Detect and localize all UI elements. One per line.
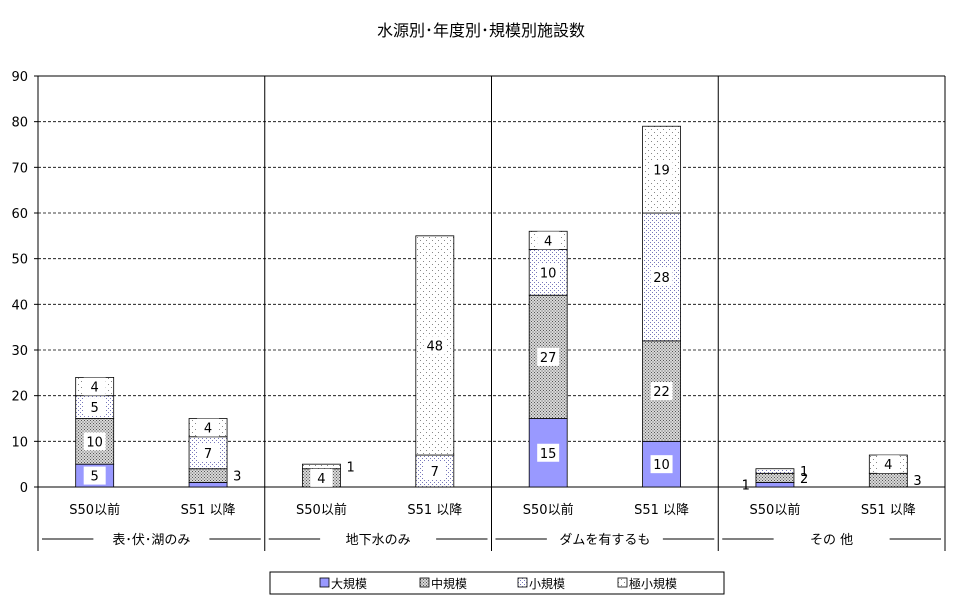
x-category-label: S50以前 [69, 502, 120, 518]
y-tick-label: 50 [11, 253, 28, 268]
legend-swatch [319, 577, 330, 588]
x-category-label: S50以前 [523, 502, 574, 518]
data-label: 5 [91, 470, 99, 485]
bar-segment [755, 468, 795, 474]
x-group-label: 表･伏･湖のみ [112, 533, 190, 548]
data-label: 3 [913, 474, 921, 489]
bar-segment [302, 463, 341, 470]
y-tick-label: 90 [11, 70, 28, 85]
data-label: 4 [317, 472, 325, 487]
data-label: 10 [86, 435, 103, 450]
data-label: 2 [800, 472, 808, 487]
data-label: 3 [233, 470, 241, 485]
y-tick-label: 30 [11, 344, 28, 359]
data-label: 10 [653, 458, 670, 473]
data-label-bg [650, 267, 673, 286]
y-axis-ticks: 0 10 20 30 40 50 60 70 80 90 [11, 70, 38, 496]
data-label: 22 [653, 385, 670, 400]
y-tick-label: 10 [11, 435, 28, 450]
data-label-bg [423, 462, 446, 481]
data-label: 27 [540, 351, 557, 366]
data-label-bg [423, 336, 446, 355]
bar-segment [868, 472, 908, 488]
data-label-bg [537, 263, 560, 282]
legend-label: 大規模 [331, 576, 367, 591]
data-label: 19 [653, 164, 670, 179]
x-category-label: S50以前 [296, 502, 347, 518]
bar-segment [188, 468, 228, 483]
data-label-bg [650, 160, 673, 179]
bar-segment [755, 472, 795, 483]
legend-swatch [419, 577, 430, 588]
x-axis-categories: S50以前 S51 以降 S50以前 S51 以降 S50以前 S51 以降 S50以前 S5… [69, 502, 915, 518]
data-label: 7 [204, 447, 212, 462]
data-label: 28 [653, 271, 670, 286]
data-label: 15 [540, 447, 557, 462]
x-axis-groups: 表･伏･湖のみ 地下水のみ ダムを有するも その 他 [42, 533, 941, 548]
x-category-label: S51 以降 [634, 503, 689, 518]
plot-frame [37, 75, 946, 551]
legend-swatch [517, 577, 528, 588]
data-label: 4 [204, 422, 212, 437]
data-label: 10 [540, 266, 557, 281]
data-label: 1 [346, 460, 354, 475]
data-label-bg [197, 443, 220, 462]
y-tick-label: 0 [20, 481, 28, 496]
data-label-bg [83, 398, 106, 417]
data-label-bg [83, 432, 106, 451]
data-label: 1 [742, 479, 750, 494]
y-tick-label: 70 [11, 161, 28, 176]
data-label: 1 [800, 465, 808, 480]
legend: 大規模 中規模 小規模 極小規模 [269, 571, 725, 595]
x-category-label: S50以前 [750, 502, 801, 518]
data-label-bg [537, 443, 560, 462]
x-group-label: その 他 [810, 533, 853, 548]
data-label-bg [650, 455, 673, 474]
data-label-bg [310, 468, 333, 487]
data-label-bg [877, 455, 900, 474]
data-label-bg [83, 377, 106, 396]
bar-segment [642, 340, 681, 442]
y-tick-label: 20 [11, 390, 28, 405]
legend-swatch [617, 577, 628, 588]
x-group-label: 地下水のみ [346, 533, 411, 548]
y-tick-label: 60 [11, 207, 28, 222]
x-group-label: ダムを有するも [559, 533, 650, 548]
data-label: 4 [91, 381, 99, 396]
data-label-bg [197, 418, 220, 437]
data-label-bg [83, 466, 106, 485]
bar-segment [755, 482, 795, 488]
data-label: 48 [427, 339, 444, 354]
data-label: 5 [91, 401, 99, 416]
bars [75, 125, 908, 488]
data-label: 4 [544, 234, 552, 249]
legend-box [269, 571, 725, 595]
data-label: 4 [884, 458, 892, 473]
bar-segment [188, 482, 228, 488]
chart-title: 水源別･年度別･規模別施設数 [377, 21, 585, 40]
x-category-label: S51 以降 [181, 503, 236, 518]
data-label-bg [537, 347, 560, 366]
legend-label: 小規模 [529, 576, 565, 591]
y-tick-label: 40 [11, 298, 28, 313]
x-category-label: S51 以降 [861, 503, 916, 518]
legend-label: 中規模 [431, 576, 467, 591]
x-category-label: S51 以降 [407, 503, 462, 518]
y-tick-label: 80 [11, 116, 28, 131]
data-label-bg [537, 231, 560, 250]
data-label: 7 [431, 465, 439, 480]
legend-label: 極小規模 [629, 576, 677, 591]
data-label-bg [650, 382, 673, 401]
